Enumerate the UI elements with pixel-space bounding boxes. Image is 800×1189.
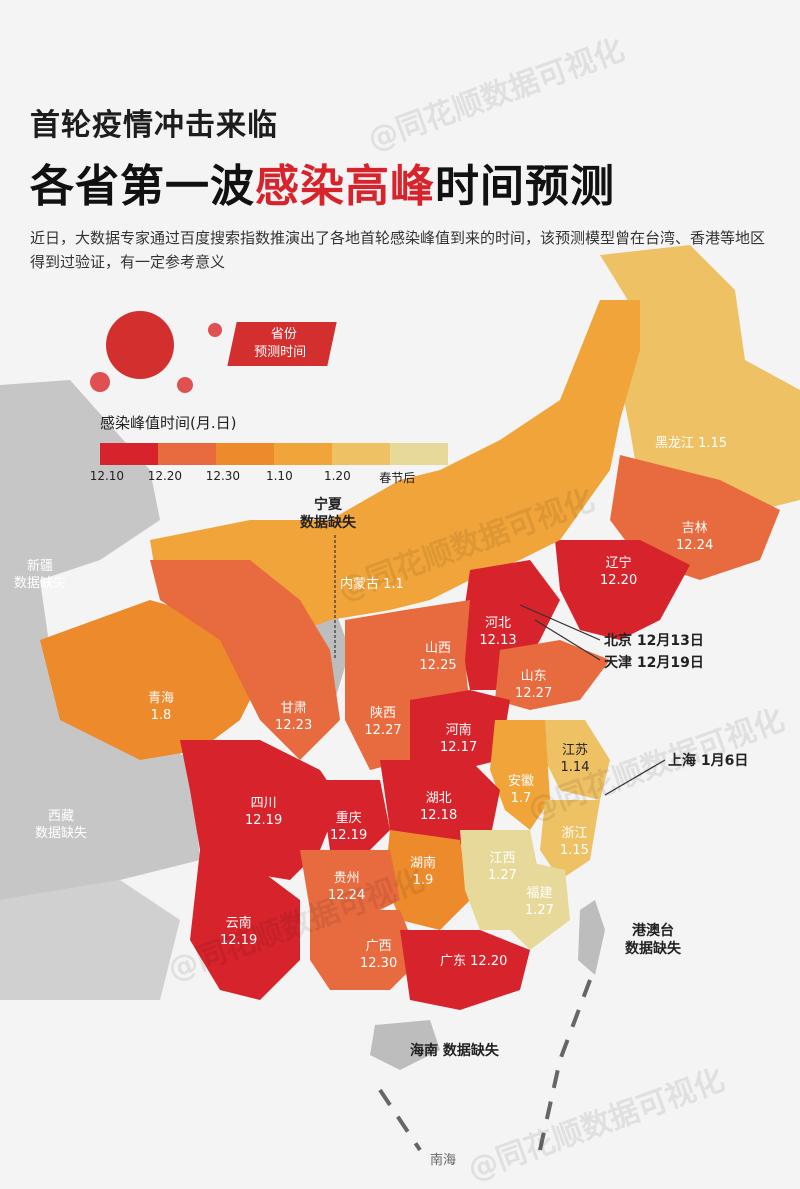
region-henan	[410, 690, 510, 770]
callout-shanghai: 上海 1月6日	[668, 753, 749, 769]
callout-tianjin: 天津 12月19日	[604, 655, 704, 671]
callout-beijing: 北京 12月13日	[604, 633, 704, 649]
legend-swatch	[158, 443, 216, 465]
legend-labels: 12.10 12.20 12.30 1.10 1.20 春节后	[90, 469, 420, 489]
region-liaoning	[555, 540, 690, 640]
region-hubei	[380, 760, 500, 850]
region-hainan	[370, 1020, 440, 1070]
region-heilongjiang	[600, 245, 800, 520]
province-label-shanxi: 山西 12.25	[419, 641, 457, 673]
province-label-fujian: 福建 1.27	[525, 886, 554, 918]
legend-swatch	[216, 443, 274, 465]
legend-swatch	[332, 443, 390, 465]
region-west-background	[0, 880, 180, 1000]
virus-icon	[90, 311, 222, 393]
province-label-henan: 河南 12.17	[440, 723, 478, 755]
region-zhejiang	[540, 800, 600, 880]
region-fujian	[505, 860, 570, 950]
province-label-inner-mongolia: 内蒙古 1.1	[340, 577, 404, 592]
province-label-jilin: 吉林 12.24	[676, 521, 714, 553]
legend-label: 春节后	[379, 471, 416, 485]
legend-swatch	[390, 443, 448, 465]
province-label-zhejiang: 浙江 1.15	[560, 826, 589, 858]
province-label-heilongjiang: 黑龙江 1.15	[655, 436, 728, 451]
description: 近日，大数据专家通过百度搜索指数推演出了各地首轮感染峰值到来的时间，该预测模型曾…	[30, 229, 766, 271]
province-label-jiangsu: 江苏 1.14	[560, 743, 590, 775]
region-taiwan	[578, 900, 605, 975]
title-suffix: 时间预测	[435, 161, 615, 212]
legend-bar	[100, 443, 448, 465]
label-south-sea: 南海	[430, 1153, 457, 1168]
region-sichuan	[180, 740, 340, 880]
province-label-chongqing: 重庆 12.19	[330, 811, 368, 843]
region-guangxi	[310, 910, 420, 990]
region-guangdong	[400, 930, 530, 1010]
region-xinjiang	[0, 380, 160, 580]
label-ningxia: 宁夏 数据缺失	[300, 497, 356, 531]
label-hk-macau-taiwan: 港澳台 数据缺失	[625, 923, 681, 957]
province-label-anhui: 安徽 1.7	[508, 774, 535, 806]
province-label-hubei: 湖北 12.18	[420, 791, 458, 823]
province-label-guangdong: 广东 12.20	[440, 954, 508, 969]
legend-badge: 省份 预测时间	[227, 322, 337, 366]
province-label-liaoning: 辽宁 12.20	[600, 556, 638, 588]
legend-label: 1.10	[265, 469, 293, 483]
region-jiangsu	[540, 720, 610, 800]
region-inner-mongolia	[150, 300, 640, 640]
region-chongqing	[320, 780, 390, 860]
legend-label: 12.10	[89, 469, 125, 483]
title-line-2: 各省第一波感染高峰时间预测	[30, 150, 780, 214]
region-gansu	[150, 560, 340, 760]
province-label-hebei: 河北 12.13	[479, 616, 517, 648]
province-label-jiangxi: 江西 1.27	[488, 851, 517, 883]
legend-label: 12.30	[205, 469, 241, 483]
legend-swatch	[100, 443, 158, 465]
legend-label: 12.20	[147, 469, 183, 483]
header: 首轮疫情冲击来临 各省第一波感染高峰时间预测 近日，大数据专家通过百度搜索指数推…	[30, 100, 780, 274]
title-line-1: 首轮疫情冲击来临	[30, 108, 278, 143]
legend-title: 感染峰值时间(月.日)	[100, 414, 237, 432]
province-label-guizhou: 贵州 12.24	[328, 871, 366, 903]
region-anhui	[490, 720, 550, 830]
province-label-hunan: 湖南 1.9	[410, 856, 437, 888]
title-highlight: 感染高峰	[255, 161, 435, 212]
label-xinjiang: 新疆 数据缺失	[14, 559, 67, 591]
badge-line-1: 省份	[270, 327, 297, 342]
label-hainan: 海南 数据缺失	[410, 1043, 499, 1059]
province-label-shandong: 山东 12.27	[515, 669, 553, 701]
legend-swatch	[274, 443, 332, 465]
region-shandong	[495, 640, 610, 710]
province-label-sichuan: 四川 12.19	[245, 796, 283, 828]
province-label-yunnan: 云南 12.19	[220, 916, 258, 948]
region-shaanxi	[345, 610, 420, 770]
province-label-guangxi: 广西 12.30	[360, 939, 398, 971]
region-guizhou	[300, 850, 400, 920]
legend: 感染峰值时间(月.日) 12.10 12.20 12.30 1.10 1.20 …	[90, 412, 448, 489]
region-shanxi	[405, 600, 470, 720]
region-qinghai	[40, 600, 270, 760]
badge-line-2: 预测时间	[254, 345, 307, 360]
label-tibet: 西藏 数据缺失	[35, 809, 88, 841]
title-prefix: 各省第一波	[30, 161, 255, 212]
province-label-gansu: 甘肃 12.23	[275, 701, 313, 733]
legend-label: 1.20	[323, 469, 351, 483]
province-label-shaanxi: 陕西 12.27	[364, 706, 402, 738]
province-label-qinghai: 青海 1.8	[148, 691, 175, 723]
region-hebei	[460, 560, 560, 690]
region-yunnan	[190, 850, 300, 1000]
region-hunan	[385, 830, 470, 930]
